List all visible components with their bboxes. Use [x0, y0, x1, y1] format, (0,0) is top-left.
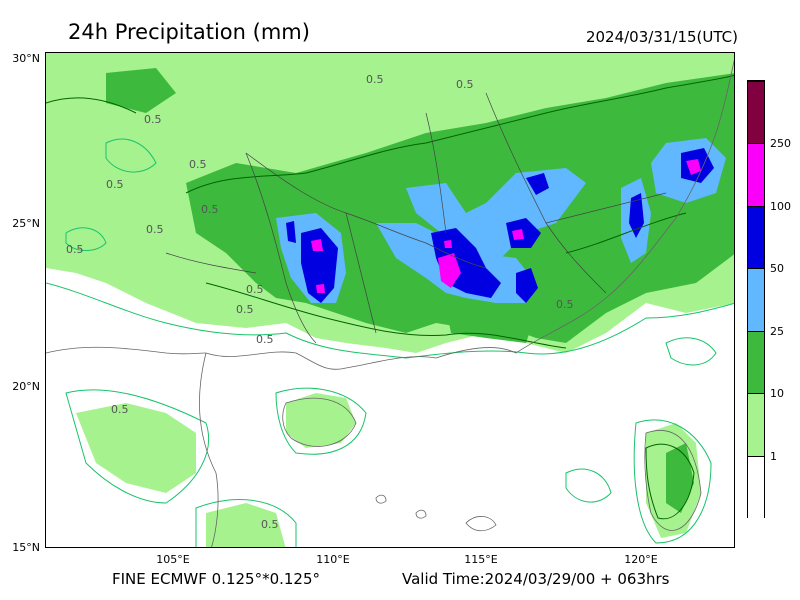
colorbar-segment: [748, 456, 764, 518]
lon-label: 105°E: [156, 553, 190, 566]
province-borders: [165, 92, 667, 344]
colorbar-segment: [748, 143, 764, 207]
contour-label: 0.5: [201, 203, 219, 216]
colorbar-label: 25: [770, 325, 784, 338]
colorbar-label: 10: [770, 387, 784, 400]
precipitation-map: 0.5 0.5 0.5 0.5 0.5 0.5 0.5 0.5 0.5 0.5 …: [45, 52, 735, 548]
contour-label: 0.5: [236, 303, 254, 316]
contour-labels: 0.5 0.5 0.5 0.5 0.5 0.5 0.5 0.5 0.5 0.5 …: [66, 73, 574, 531]
colorbar-label: 50: [770, 262, 784, 275]
contour-label: 0.5: [456, 78, 474, 91]
contour-label: 0.5: [556, 298, 574, 311]
precip-band-100-250: [311, 159, 701, 293]
lon-label: 120°E: [624, 553, 658, 566]
lon-label: 110°E: [316, 553, 350, 566]
contour-label: 0.5: [261, 518, 279, 531]
contour-label: 0.5: [189, 158, 207, 171]
contour-label: 0.5: [146, 223, 164, 236]
contour-label: 0.5: [144, 113, 162, 126]
contour-label: 0.5: [111, 403, 129, 416]
colorbar-label: 250: [770, 137, 791, 150]
valid-time-label: Valid Time:2024/03/29/00 + 063hrs: [402, 570, 670, 588]
contour-label: 0.5: [66, 243, 84, 256]
map-datetime: 2024/03/31/15(UTC): [585, 28, 738, 46]
coastline: [46, 59, 734, 547]
contour-lines-dark: [46, 75, 734, 520]
colorbar-segment: [748, 206, 764, 269]
lat-label: 15°N: [12, 541, 40, 554]
colorbar-segment: [748, 268, 764, 332]
colorbar-label: 1: [770, 450, 777, 463]
colorbar-label: 100: [770, 200, 791, 213]
map-title: 24h Precipitation (mm): [68, 20, 310, 44]
lat-label: 25°N: [12, 217, 40, 230]
colorbar-segment: [748, 331, 764, 394]
contour-label: 0.5: [106, 178, 124, 191]
contour-label: 0.5: [366, 73, 384, 86]
colorbar: [747, 80, 765, 518]
contour-label: 0.5: [246, 283, 264, 296]
map-canvas: 0.5 0.5 0.5 0.5 0.5 0.5 0.5 0.5 0.5 0.5 …: [46, 53, 734, 547]
model-label: FINE ECMWF 0.125°*0.125°: [112, 570, 321, 588]
contour-label: 0.5: [256, 333, 274, 346]
colorbar-segment: [748, 393, 764, 457]
lat-label: 30°N: [12, 52, 40, 65]
lat-label: 20°N: [12, 380, 40, 393]
lon-label: 115°E: [464, 553, 498, 566]
colorbar-segment: [748, 81, 764, 144]
